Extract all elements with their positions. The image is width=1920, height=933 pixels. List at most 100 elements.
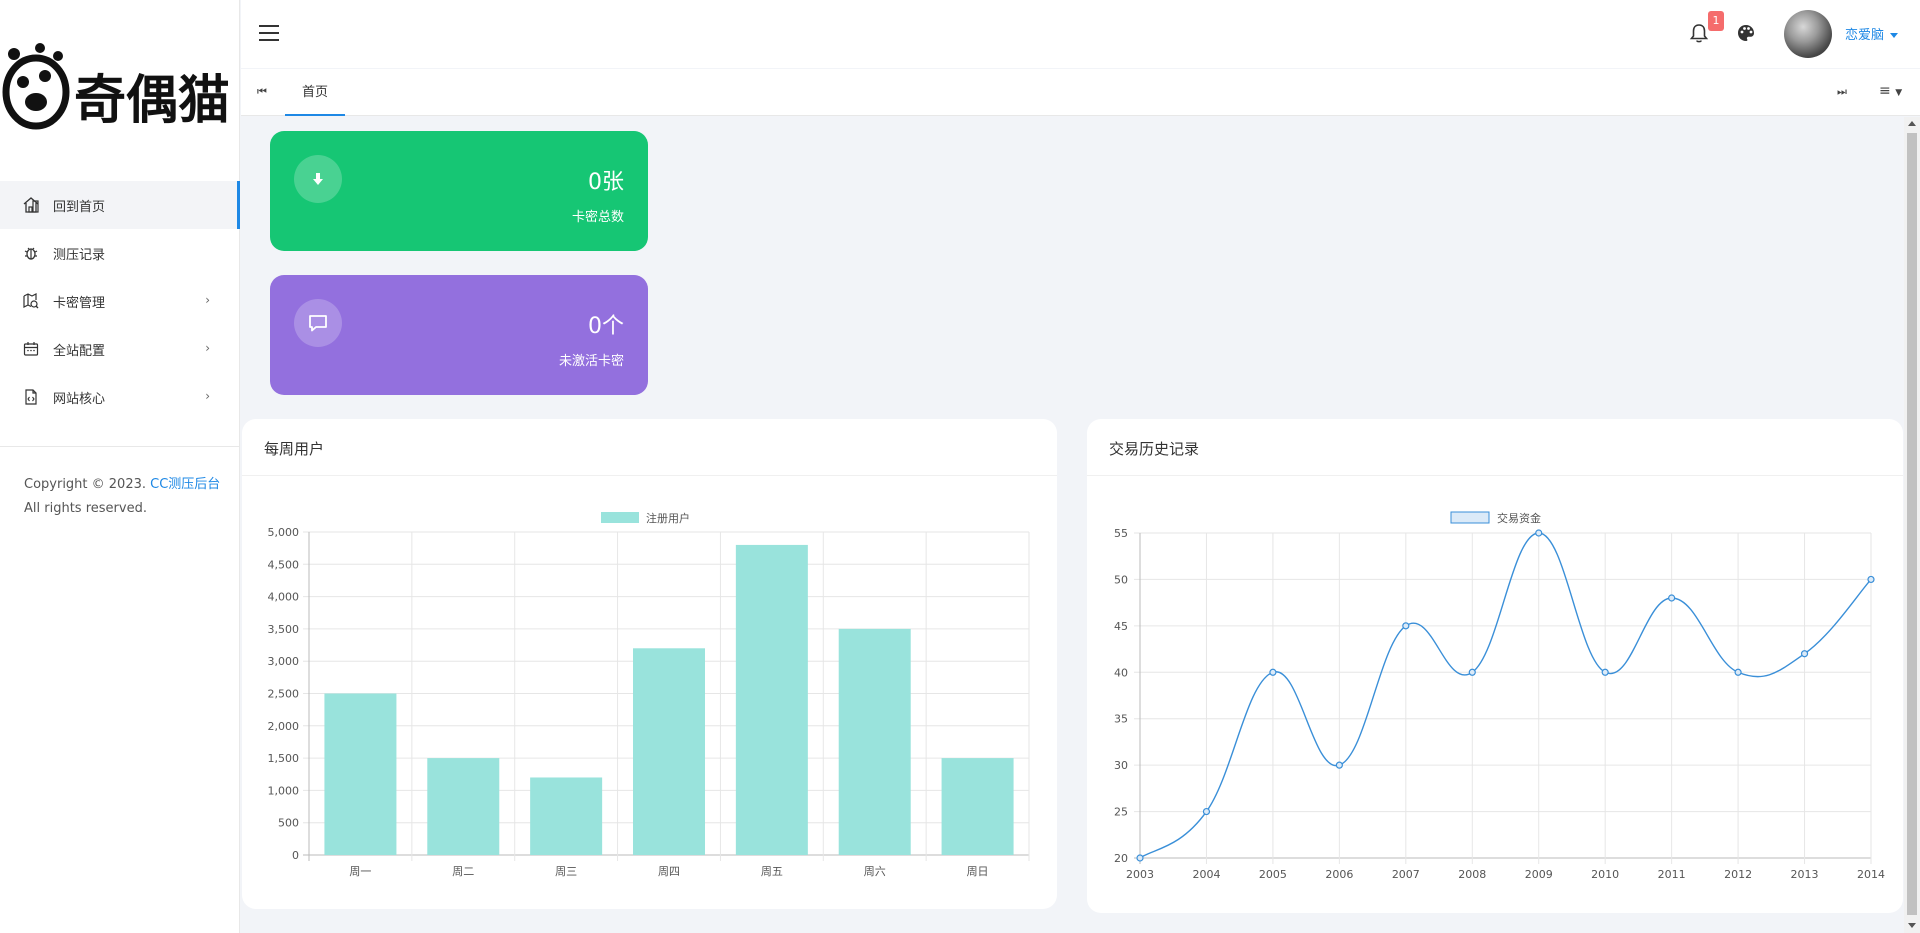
logo-text: 奇偶猫 [74,71,230,131]
bar [735,544,808,855]
x-tick-label: 周二 [452,865,474,878]
avatar[interactable] [1784,10,1832,58]
bug-icon [22,244,40,262]
series-line [1139,532,1872,859]
data-point [1535,529,1543,537]
trade-history-chart: 交易资金 20 25 30 35 40 45 50 55 2003 2004 2005 2006 2007… [1114,511,1885,881]
bar [324,693,397,855]
y-tick-label: 0 [292,849,299,862]
panel-divider [242,475,1057,476]
data-point [1136,854,1144,862]
x-tick-label: 周六 [864,865,886,878]
y-tick-label: 20 [1114,852,1128,865]
sidebar-menu: 回到首页 测压记录 卡密管理 › 全站配置 › 网站核心 [0,181,240,421]
y-tick-label: 1,000 [268,784,300,797]
sidebar-item-records[interactable]: 测压记录 [0,229,240,277]
sidebar-item-core[interactable]: 网站核心 › [0,373,240,421]
y-tick-label: 4,000 [268,591,300,604]
sidebar-item-label: 卡密管理 [53,295,106,311]
y-tick-label: 4,500 [268,558,300,571]
download-icon [294,155,342,203]
x-tick-label: 2008 [1458,868,1486,881]
legend-swatch [601,512,639,523]
scroll-up-arrow-icon[interactable] [1908,121,1916,126]
data-point [1269,668,1277,676]
y-tick-label: 45 [1114,620,1128,633]
weekly-users-chart: 注册用户 0 500 1,000 1,500 2,000 2,500 3,000 3,500 4,… [268,511,1030,878]
calendar-icon [22,340,40,358]
sidebar-item-home[interactable]: 回到首页 [0,181,240,229]
legend-swatch [1450,511,1490,524]
x-tick-label: 2010 [1591,868,1619,881]
stat-label: 未激活卡密 [558,354,624,369]
x-tick-label: 2006 [1325,868,1353,881]
x-tick-label: 2014 [1857,868,1885,881]
scrollbar[interactable] [1904,117,1920,933]
tab-home[interactable]: 首页 [285,69,345,116]
tab-scroll-right-icon[interactable]: ⏭ [1837,85,1847,98]
map-search-icon [22,292,40,310]
chevron-right-icon: › [205,293,210,307]
palette-icon[interactable] [1736,23,1756,43]
caret-down-icon: ▼ [1895,88,1903,98]
x-tick-label: 周三 [555,865,577,878]
y-tick-label: 55 [1114,527,1128,540]
panel-title: 每周用户 [264,440,325,458]
legend-label: 交易资金 [1497,511,1541,525]
stat-value: 0张 [588,170,624,195]
stat-card-inactive-cards: 0个 未激活卡密 [270,275,648,395]
topbar: 1 恋爱脑 [241,0,1920,68]
sidebar-item-label: 全站配置 [53,343,106,359]
copyright-suffix: All rights reserved. [24,501,147,516]
data-point [1668,594,1676,602]
sidebar: 奇偶猫 回到首页 测压记录 卡密管理 › 全站配置 › [0,0,240,933]
tab-options-icon[interactable]: ≡ ▼ [1879,83,1902,99]
tab-bar: ⏮ 首页 ⏭ ≡ ▼ [241,69,1920,116]
legend-label: 注册用户 [646,511,690,525]
y-tick-label: 40 [1114,666,1128,679]
bar [427,758,500,855]
bar [530,777,603,855]
copyright-brand-link[interactable]: CC测压后台 [150,477,221,492]
sidebar-item-label: 测压记录 [53,247,106,263]
bar [633,648,705,855]
y-tick-label: 30 [1114,759,1128,772]
sidebar-item-label: 回到首页 [53,199,106,215]
tab-scroll-left-icon[interactable]: ⏮ [257,85,267,98]
x-tick-label: 2007 [1392,868,1420,881]
username-label: 恋爱脑 [1845,28,1885,43]
copyright-prefix: Copyright © 2023. [24,477,151,492]
site-logo[interactable]: 奇偶猫 [0,40,240,140]
panel-title: 交易历史记录 [1109,440,1200,458]
y-tick-label: 1,500 [268,752,300,765]
x-tick-label: 周一 [349,865,371,878]
sidebar-item-config[interactable]: 全站配置 › [0,325,240,373]
data-point [1734,668,1742,676]
menu-toggle-icon[interactable] [259,25,279,41]
x-tick-label: 2009 [1525,868,1553,881]
x-tick-label: 周四 [658,865,680,878]
stat-value: 0个 [588,314,624,339]
user-menu[interactable]: 恋爱脑 [1845,24,1899,43]
scrollbar-thumb[interactable] [1907,133,1917,915]
x-tick-label: 2013 [1791,868,1819,881]
caret-down-icon [1890,33,1899,38]
data-point [1335,761,1343,769]
sidebar-item-cards[interactable]: 卡密管理 › [0,277,240,325]
x-tick-label: 2012 [1724,868,1752,881]
y-tick-label: 5,000 [268,526,300,539]
bell-icon[interactable] [1688,22,1710,44]
scroll-down-arrow-icon[interactable] [1908,923,1916,928]
stat-card-total-cards: 0张 卡密总数 [270,131,648,251]
sidebar-divider [0,446,240,447]
list-icon: ≡ [1879,83,1891,99]
code-file-icon [22,388,40,406]
y-tick-label: 50 [1114,573,1128,586]
data-point [1402,622,1410,630]
y-tick-label: 3,500 [268,623,300,636]
y-tick-label: 3,000 [268,655,300,668]
y-tick-label: 35 [1114,713,1128,726]
x-tick-label: 2005 [1259,868,1287,881]
panel-divider [1087,475,1903,476]
stat-label: 卡密总数 [571,210,624,225]
